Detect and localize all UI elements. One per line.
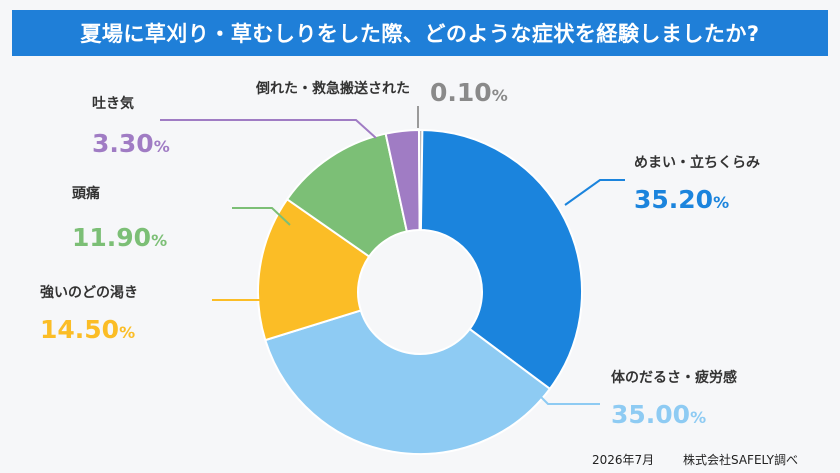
slice-label-collapse: 倒れた・救急搬送された [255, 80, 410, 97]
source-credit: 株式会社SAFELY調べ [683, 453, 798, 467]
survey-date: 2026年7月 [592, 453, 655, 467]
slice-dizziness [419, 128, 583, 391]
slice-value-thirst: 14.50% [40, 315, 135, 344]
slice-value-dizziness: 35.20% [634, 185, 729, 214]
slice-value-headache: 11.90% [72, 223, 167, 252]
leader-line-dizziness [564, 179, 625, 206]
slice-label-dizziness: めまい・立ちくらみ [634, 154, 760, 171]
slice-group [257, 128, 583, 455]
slice-value-collapse: 0.10% [430, 78, 508, 107]
slice-collapse [417, 128, 424, 232]
slice-fatigue [264, 309, 552, 455]
slice-label-thirst: 強いのどの渇き [40, 284, 138, 301]
label-group: めまい・立ちくらみ 35.20% 体のだるさ・疲労感 35.00% 強いのどの渇き 14.… [40, 78, 760, 429]
slice-value-nausea: 3.30% [92, 129, 170, 158]
slice-value-fatigue: 35.00% [611, 400, 706, 429]
leader-line-fatigue [527, 383, 600, 405]
leader-line-headache [232, 207, 291, 226]
slice-label-nausea: 吐き気 [92, 95, 134, 112]
leader-line-nausea [160, 119, 377, 139]
slice-label-fatigue: 体のだるさ・疲労感 [611, 369, 737, 386]
slice-label-headache: 頭痛 [72, 185, 100, 202]
leader-line-group [160, 106, 625, 405]
chart-title: 夏場に草刈り・草むしりをした際、どのような症状を経験しましたか? [12, 10, 828, 56]
